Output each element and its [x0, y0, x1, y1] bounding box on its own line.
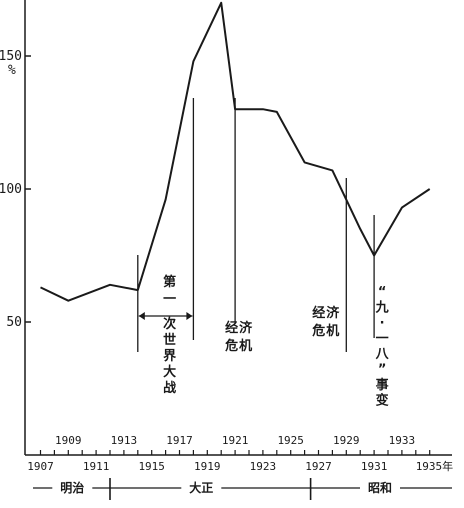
- era-label-bg: [181, 480, 222, 496]
- annotation-crisis-1929: 经济危机: [312, 305, 340, 339]
- x-tick-label-lower: 1907: [27, 460, 54, 473]
- y-unit-label: %: [8, 63, 16, 78]
- y-tick-label: 150: [0, 49, 22, 64]
- x-tick-label-lower: 1915: [138, 460, 165, 473]
- era-bar: 明治 大正 昭和: [33, 478, 452, 500]
- series-line: [40, 1, 431, 302]
- x-tick-label-upper: 1921: [222, 434, 249, 447]
- x-tick-label-upper: 1913: [111, 434, 138, 447]
- x-tick-label-lower: 1911: [83, 460, 110, 473]
- era-label-bg: [360, 480, 400, 496]
- x-tick-label-lower: 1931: [361, 460, 388, 473]
- x-tick-label-lower: 1919: [194, 460, 221, 473]
- era-label-bg: [52, 480, 93, 496]
- x-tick-label-upper: 1925: [277, 434, 304, 447]
- x-tick-label-lower: 1923: [250, 460, 277, 473]
- era-label: 明治: [60, 480, 84, 495]
- x-tick-label-upper: 1933: [389, 434, 416, 447]
- era-label: 大正: [189, 480, 213, 495]
- x-tick-label-upper: 1929: [333, 434, 360, 447]
- annotation-sept18: “九·一八”事变: [375, 285, 390, 409]
- annotation-crisis-1921: 经济危机: [225, 320, 253, 354]
- y-ticks: 50 100 150: [0, 49, 31, 330]
- annotation-wwi: 第一次世界大战: [163, 274, 176, 396]
- x-tick-label-upper: 1917: [166, 434, 193, 447]
- x-tick-label-lower: 1927: [305, 460, 332, 473]
- arrow-head-right: [186, 312, 193, 320]
- era-label: 昭和: [368, 480, 392, 495]
- y-tick-label: 50: [6, 315, 22, 330]
- x-ticks: 1909 1913 1917 1921 1925 1929 1933 1907 1911 1915…: [27, 434, 453, 473]
- arrow-head-left: [138, 312, 145, 320]
- y-tick-label: 100: [0, 182, 22, 197]
- annotation-lines: [137, 98, 375, 352]
- x-tick-label-upper: 1909: [55, 434, 82, 447]
- annotations: 第一次世界大战 经济危机 经济危机 “九·一八”事变: [163, 274, 390, 409]
- x-tick-label-lower: 1935年: [416, 459, 454, 473]
